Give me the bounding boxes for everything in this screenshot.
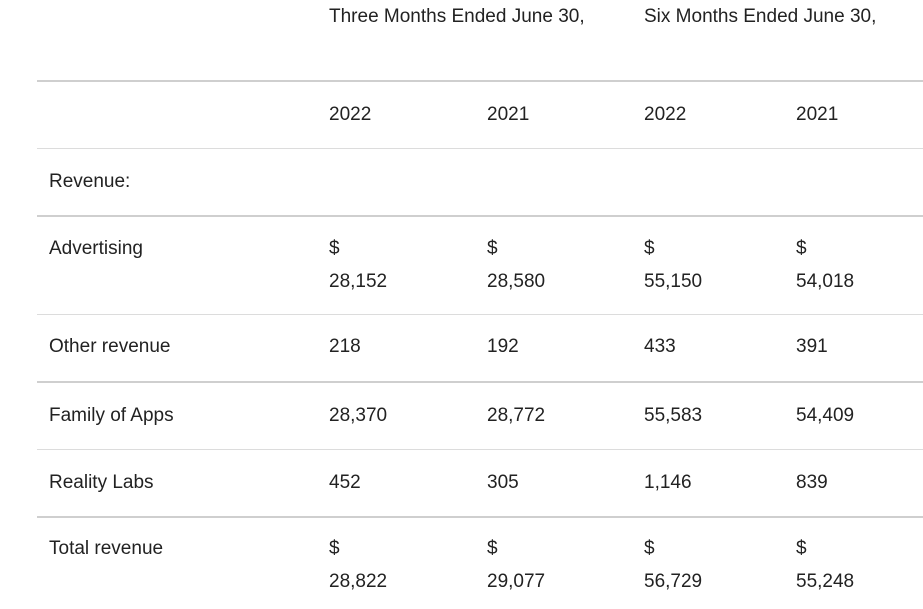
value-text: 56,729 — [644, 571, 703, 592]
currency-symbol: $ — [487, 538, 498, 559]
value-cell: $55,248 — [796, 532, 854, 598]
value-text: 28,580 — [487, 271, 546, 292]
section-label: Revenue: — [49, 171, 131, 192]
currency-symbol: $ — [796, 538, 807, 559]
value-cell: $28,152 — [329, 232, 387, 298]
value-text: 28,152 — [329, 271, 388, 292]
table-row: Reality Labs 452 305 1,146 839 — [37, 450, 923, 518]
value-text: 305 — [487, 472, 519, 493]
currency-symbol: $ — [487, 238, 498, 259]
revenue-table: Three Months Ended June 30, Six Months E… — [37, 0, 923, 608]
six-months-header: Six Months Ended June 30, — [644, 6, 877, 27]
value-text: 54,409 — [796, 405, 855, 426]
year-cell: 2022 — [644, 104, 687, 125]
value-cell: $56,729 — [644, 532, 702, 598]
value-cell: $54,018 — [796, 232, 854, 298]
value-cell: $55,150 — [644, 232, 702, 298]
value-text: 55,583 — [644, 405, 703, 426]
row-label: Reality Labs — [49, 472, 154, 493]
value-text: 218 — [329, 336, 361, 357]
value-text: 839 — [796, 472, 828, 493]
table-row: Family of Apps 28,370 28,772 55,583 54,4… — [37, 383, 923, 450]
value-text: 29,077 — [487, 571, 546, 592]
period-header-row: Three Months Ended June 30, Six Months E… — [37, 0, 923, 82]
year-cell: 2021 — [796, 104, 839, 125]
table-row: Total revenue $28,822 $29,077 $56,729 $5… — [37, 518, 923, 608]
three-months-header: Three Months Ended June 30, — [329, 6, 585, 27]
currency-symbol: $ — [329, 538, 340, 559]
value-text: 54,018 — [796, 271, 855, 292]
value-text: 1,146 — [644, 472, 692, 493]
year-cell: 2022 — [329, 104, 372, 125]
section-row: Revenue: — [37, 149, 923, 217]
row-label: Other revenue — [49, 336, 171, 357]
currency-symbol: $ — [796, 238, 807, 259]
row-label: Family of Apps — [49, 405, 174, 426]
row-label: Total revenue — [49, 538, 164, 559]
value-text: 28,772 — [487, 405, 546, 426]
value-cell: $28,580 — [487, 232, 545, 298]
value-text: 28,370 — [329, 405, 388, 426]
currency-symbol: $ — [329, 238, 340, 259]
year-cell: 2021 — [487, 104, 530, 125]
value-cell: $29,077 — [487, 532, 545, 598]
value-text: 391 — [796, 336, 828, 357]
value-text: 433 — [644, 336, 676, 357]
table-row: Other revenue 218 192 433 391 — [37, 315, 923, 383]
value-text: 192 — [487, 336, 519, 357]
year-header-row: 2022 2021 2022 2021 — [37, 82, 923, 149]
currency-symbol: $ — [644, 538, 655, 559]
value-cell: $28,822 — [329, 532, 387, 598]
value-text: 55,150 — [644, 271, 703, 292]
table-row: Advertising $28,152 $28,580 $55,150 $54,… — [37, 217, 923, 315]
row-label: Advertising — [49, 238, 143, 259]
value-text: 452 — [329, 472, 361, 493]
currency-symbol: $ — [644, 238, 655, 259]
value-text: 28,822 — [329, 571, 388, 592]
value-text: 55,248 — [796, 571, 855, 592]
